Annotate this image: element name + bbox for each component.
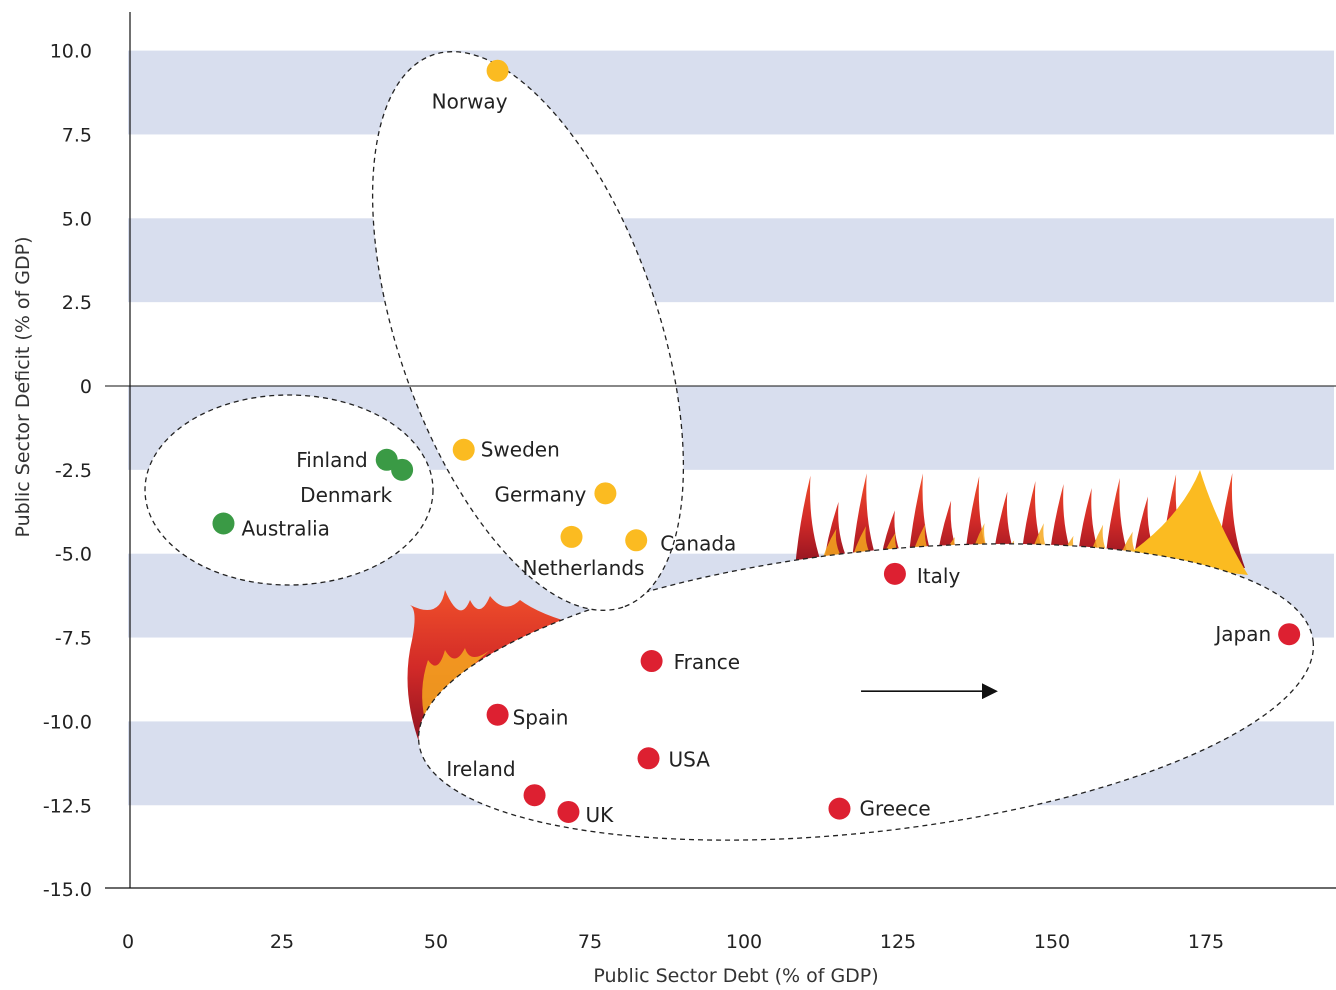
point-label-italy: Italy	[917, 564, 961, 588]
y-tick-label: 2.5	[62, 292, 92, 314]
point-label-uk: UK	[585, 803, 614, 827]
point-netherlands	[560, 525, 583, 548]
y-axis-label: Public Sector Deficit (% of GDP)	[12, 237, 34, 538]
x-tick-label: 50	[424, 931, 448, 953]
y-tick-labels: 10.0 7.5 5.0 2.5 0 -2.5 -5.0 -7.5 -10.0 -12.5 -15.…	[43, 41, 92, 901]
y-tick-label: -15.0	[43, 879, 92, 901]
y-tick-label: 5.0	[62, 208, 92, 230]
y-tick-label: -5.0	[55, 544, 92, 566]
x-tick-label: 150	[1034, 931, 1070, 953]
background-band	[128, 218, 1334, 303]
x-axis-label: Public Sector Debt (% of GDP)	[593, 965, 878, 987]
y-tick-label: -10.0	[43, 711, 92, 733]
point-denmark	[391, 458, 414, 481]
y-tick-label: -7.5	[55, 628, 92, 650]
point-sweden	[452, 438, 475, 461]
point-label-ireland: Ireland	[446, 757, 515, 781]
point-label-greece: Greece	[859, 797, 930, 821]
point-canada	[625, 529, 648, 552]
flame-tip	[1120, 470, 1248, 575]
x-tick-label: 175	[1188, 931, 1224, 953]
point-label-finland: Finland	[296, 448, 367, 472]
yellow-group-ellipse	[371, 51, 685, 611]
x-tick-label: 25	[270, 931, 294, 953]
point-usa	[637, 747, 660, 770]
point-ireland	[523, 784, 546, 807]
axes	[105, 12, 1336, 889]
point-label-australia: Australia	[241, 517, 329, 541]
point-label-sweden: Sweden	[481, 438, 560, 462]
data-points: Australia Finland Denmark Norway Sweden Germa…	[212, 59, 1301, 827]
point-label-netherlands: Netherlands	[523, 556, 645, 580]
point-france	[640, 650, 663, 673]
point-italy	[883, 562, 906, 585]
point-australia	[212, 512, 235, 535]
y-tick-label: -2.5	[55, 460, 92, 482]
point-label-germany: Germany	[494, 482, 586, 506]
x-tick-labels: 0 25 50 75 100 125 150 175	[122, 931, 1224, 953]
point-label-japan: Japan	[1213, 622, 1271, 646]
x-tick-label: 75	[578, 931, 602, 953]
y-tick-label: -12.5	[43, 795, 92, 817]
point-spain	[486, 703, 509, 726]
point-japan	[1278, 623, 1301, 646]
x-tick-label: 100	[726, 931, 762, 953]
green-group-ellipse	[144, 394, 434, 586]
point-germany	[594, 482, 617, 505]
point-label-usa: USA	[669, 747, 711, 771]
point-label-canada: Canada	[660, 531, 736, 555]
background-band	[128, 50, 1334, 135]
point-label-norway: Norway	[432, 90, 508, 114]
point-greece	[828, 797, 851, 820]
point-label-spain: Spain	[513, 706, 569, 730]
y-tick-label: 0	[80, 376, 92, 398]
y-tick-label: 10.0	[50, 41, 92, 63]
x-tick-label: 125	[880, 931, 916, 953]
x-tick-label: 0	[122, 931, 134, 953]
point-norway	[486, 59, 509, 82]
point-label-denmark: Denmark	[300, 483, 392, 507]
y-tick-label: 7.5	[62, 124, 92, 146]
point-label-france: France	[674, 650, 741, 674]
point-uk	[557, 800, 580, 823]
